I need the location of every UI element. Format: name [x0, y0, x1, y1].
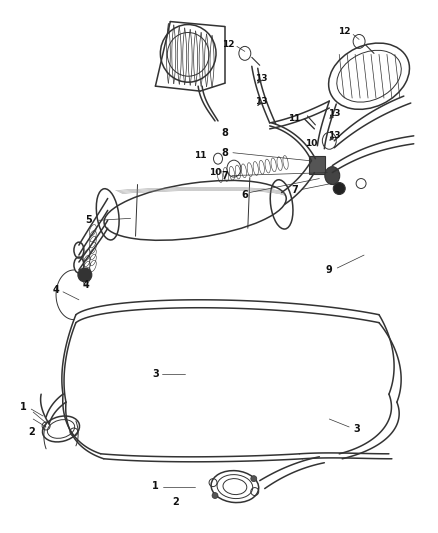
Text: 3: 3 [354, 424, 360, 434]
Text: 11: 11 [288, 115, 301, 124]
Text: 5: 5 [85, 215, 92, 225]
Text: 7: 7 [291, 185, 298, 196]
Text: 2: 2 [28, 427, 35, 437]
Text: 8: 8 [222, 128, 228, 138]
Text: 12: 12 [222, 40, 234, 49]
FancyBboxPatch shape [309, 156, 325, 174]
Text: 2: 2 [172, 497, 179, 507]
Text: 6: 6 [241, 190, 248, 200]
Text: 13: 13 [328, 131, 340, 140]
Circle shape [333, 182, 345, 195]
Text: 9: 9 [326, 265, 333, 275]
Text: 10: 10 [305, 139, 318, 148]
Text: 12: 12 [338, 27, 350, 36]
Text: 1: 1 [152, 481, 159, 490]
Text: 13: 13 [255, 74, 268, 83]
Circle shape [212, 492, 218, 498]
Text: 7: 7 [222, 171, 228, 181]
Text: 11: 11 [194, 151, 206, 160]
Text: 4: 4 [53, 285, 60, 295]
Text: 13: 13 [328, 109, 340, 118]
Text: 3: 3 [152, 369, 159, 379]
Text: 8: 8 [222, 148, 228, 158]
Text: 4: 4 [82, 280, 89, 290]
Circle shape [78, 268, 92, 282]
Ellipse shape [325, 167, 340, 184]
Text: 1: 1 [20, 402, 27, 412]
Text: 10: 10 [209, 168, 221, 177]
Circle shape [251, 475, 257, 482]
Text: 13: 13 [255, 96, 268, 106]
